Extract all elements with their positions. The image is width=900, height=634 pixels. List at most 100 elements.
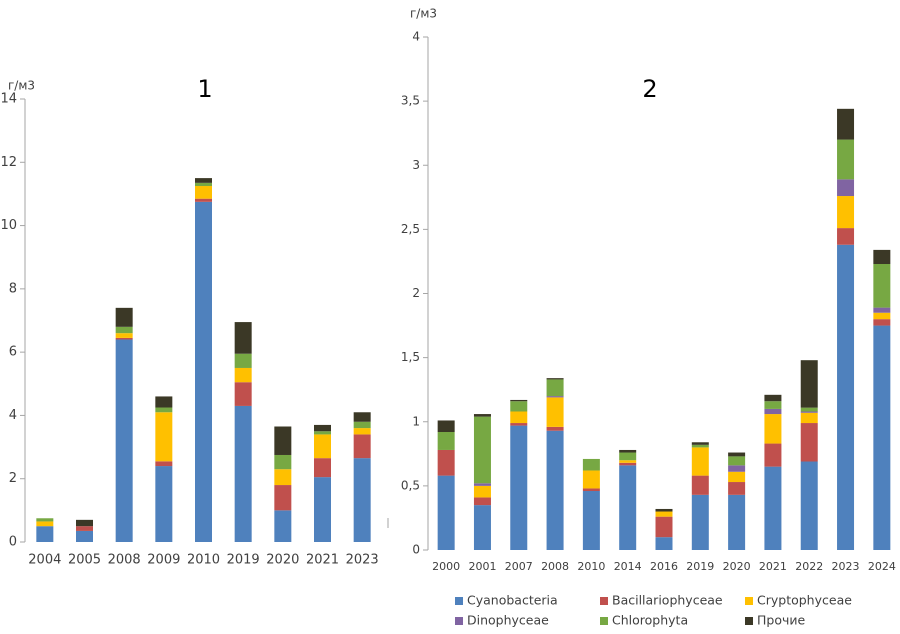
bar-segment [546, 378, 564, 380]
legend-label: Прочие [757, 613, 805, 628]
bar-segment [36, 526, 54, 542]
bar-segment [274, 469, 292, 486]
legend-label: Cyanobacteria [467, 593, 558, 608]
chart-title: 1 [197, 75, 212, 103]
bar-segment [274, 485, 292, 511]
y-tick-label: 1 [412, 414, 420, 428]
y-tick-label: 4 [412, 30, 420, 44]
bar-segment [234, 353, 252, 368]
bar-segment [115, 337, 133, 340]
bar-segment [36, 521, 54, 527]
legend-swatch [455, 597, 463, 605]
bar-segment [800, 412, 818, 424]
bar-segment [873, 264, 891, 308]
bar-segment [234, 405, 252, 542]
bar-segment [195, 198, 212, 202]
bar-segment [800, 360, 818, 408]
bar-segment [510, 425, 528, 550]
x-tick-label: 2007 [505, 560, 533, 573]
y-tick-label: 2,5 [401, 222, 420, 236]
bar-segment [873, 307, 891, 313]
bar-segment [115, 339, 133, 542]
x-tick-label: 2004 [28, 553, 61, 568]
bar-segment [873, 312, 891, 320]
bar-segment [76, 526, 93, 531]
bar-segment [353, 458, 371, 542]
bar-segment [691, 447, 709, 476]
y-tick-label: 0,5 [401, 478, 420, 492]
bar-segment [353, 434, 371, 459]
legend-label: Cryptophyceae [757, 593, 852, 608]
y-axis-label: г/м3 [8, 79, 35, 93]
bar-segment [274, 426, 292, 455]
chart-title: 2 [642, 75, 657, 103]
y-tick-label: 2 [412, 286, 420, 300]
bar-segment [619, 460, 637, 463]
bar-segment [314, 458, 331, 478]
bar-segment [510, 411, 528, 424]
y-tick-label: 6 [9, 345, 17, 360]
x-tick-label: 2023 [346, 553, 379, 568]
bar-segment [473, 416, 491, 484]
y-tick-label: 10 [0, 218, 17, 233]
bar-segment [582, 470, 600, 489]
bar-segment [582, 488, 600, 492]
bar-segment [510, 399, 528, 402]
bar-segment [314, 477, 331, 542]
legend-swatch [600, 597, 608, 605]
bar-segment [437, 420, 455, 433]
bar-segment [353, 428, 371, 435]
bar-segment [873, 319, 891, 326]
legend-label: Dinophyceae [467, 613, 549, 628]
bar-segment [437, 449, 455, 476]
bar-segment [728, 471, 746, 483]
bar-segment [195, 186, 212, 199]
bar-segment [76, 519, 93, 527]
x-tick-label: 2019 [686, 560, 714, 573]
x-tick-label: 2019 [227, 553, 260, 568]
bar-segment [691, 444, 709, 448]
y-tick-label: 2 [9, 471, 17, 486]
y-tick-label: 14 [0, 92, 17, 107]
bar-segment [800, 407, 818, 412]
bar-segment [546, 397, 564, 427]
bar-segment [234, 367, 252, 383]
x-tick-label: 2024 [868, 560, 896, 573]
bar-segment [655, 516, 673, 538]
bar-segment [873, 249, 891, 265]
bar-segment [115, 333, 133, 338]
bar-segment [764, 394, 782, 402]
bar-segment [764, 466, 782, 550]
bar-segment [764, 443, 782, 467]
bar-segment [353, 412, 371, 422]
bar-segment [473, 483, 491, 486]
bar-segment [837, 139, 855, 180]
y-axis-label: г/м3 [410, 7, 437, 21]
bar-segment [655, 511, 673, 517]
y-tick-label: 0 [412, 543, 420, 557]
bar-segment [546, 430, 564, 550]
bar-segment [36, 518, 54, 522]
x-tick-label: 2021 [759, 560, 787, 573]
bar-segment [234, 322, 252, 354]
bar-segment [728, 482, 746, 495]
bar-segment [582, 491, 600, 550]
bar-segment [655, 537, 673, 550]
bar-segment [274, 454, 292, 470]
legend-swatch [455, 617, 463, 625]
legend-label: Chlorophyta [612, 613, 688, 628]
x-tick-label: 2016 [650, 560, 678, 573]
bar-segment [764, 401, 782, 409]
bar-segment [155, 461, 173, 467]
legend-label: Bacillariophyceae [612, 593, 723, 608]
bar-segment [691, 442, 709, 445]
bar-segment [655, 508, 673, 512]
bar-segment [873, 325, 891, 550]
bar-segment [691, 494, 709, 550]
bar-segment [728, 494, 746, 550]
bar-segment [728, 456, 746, 466]
bar-segment [155, 412, 173, 462]
bar-segment [195, 178, 212, 183]
bar-segment [728, 465, 746, 472]
